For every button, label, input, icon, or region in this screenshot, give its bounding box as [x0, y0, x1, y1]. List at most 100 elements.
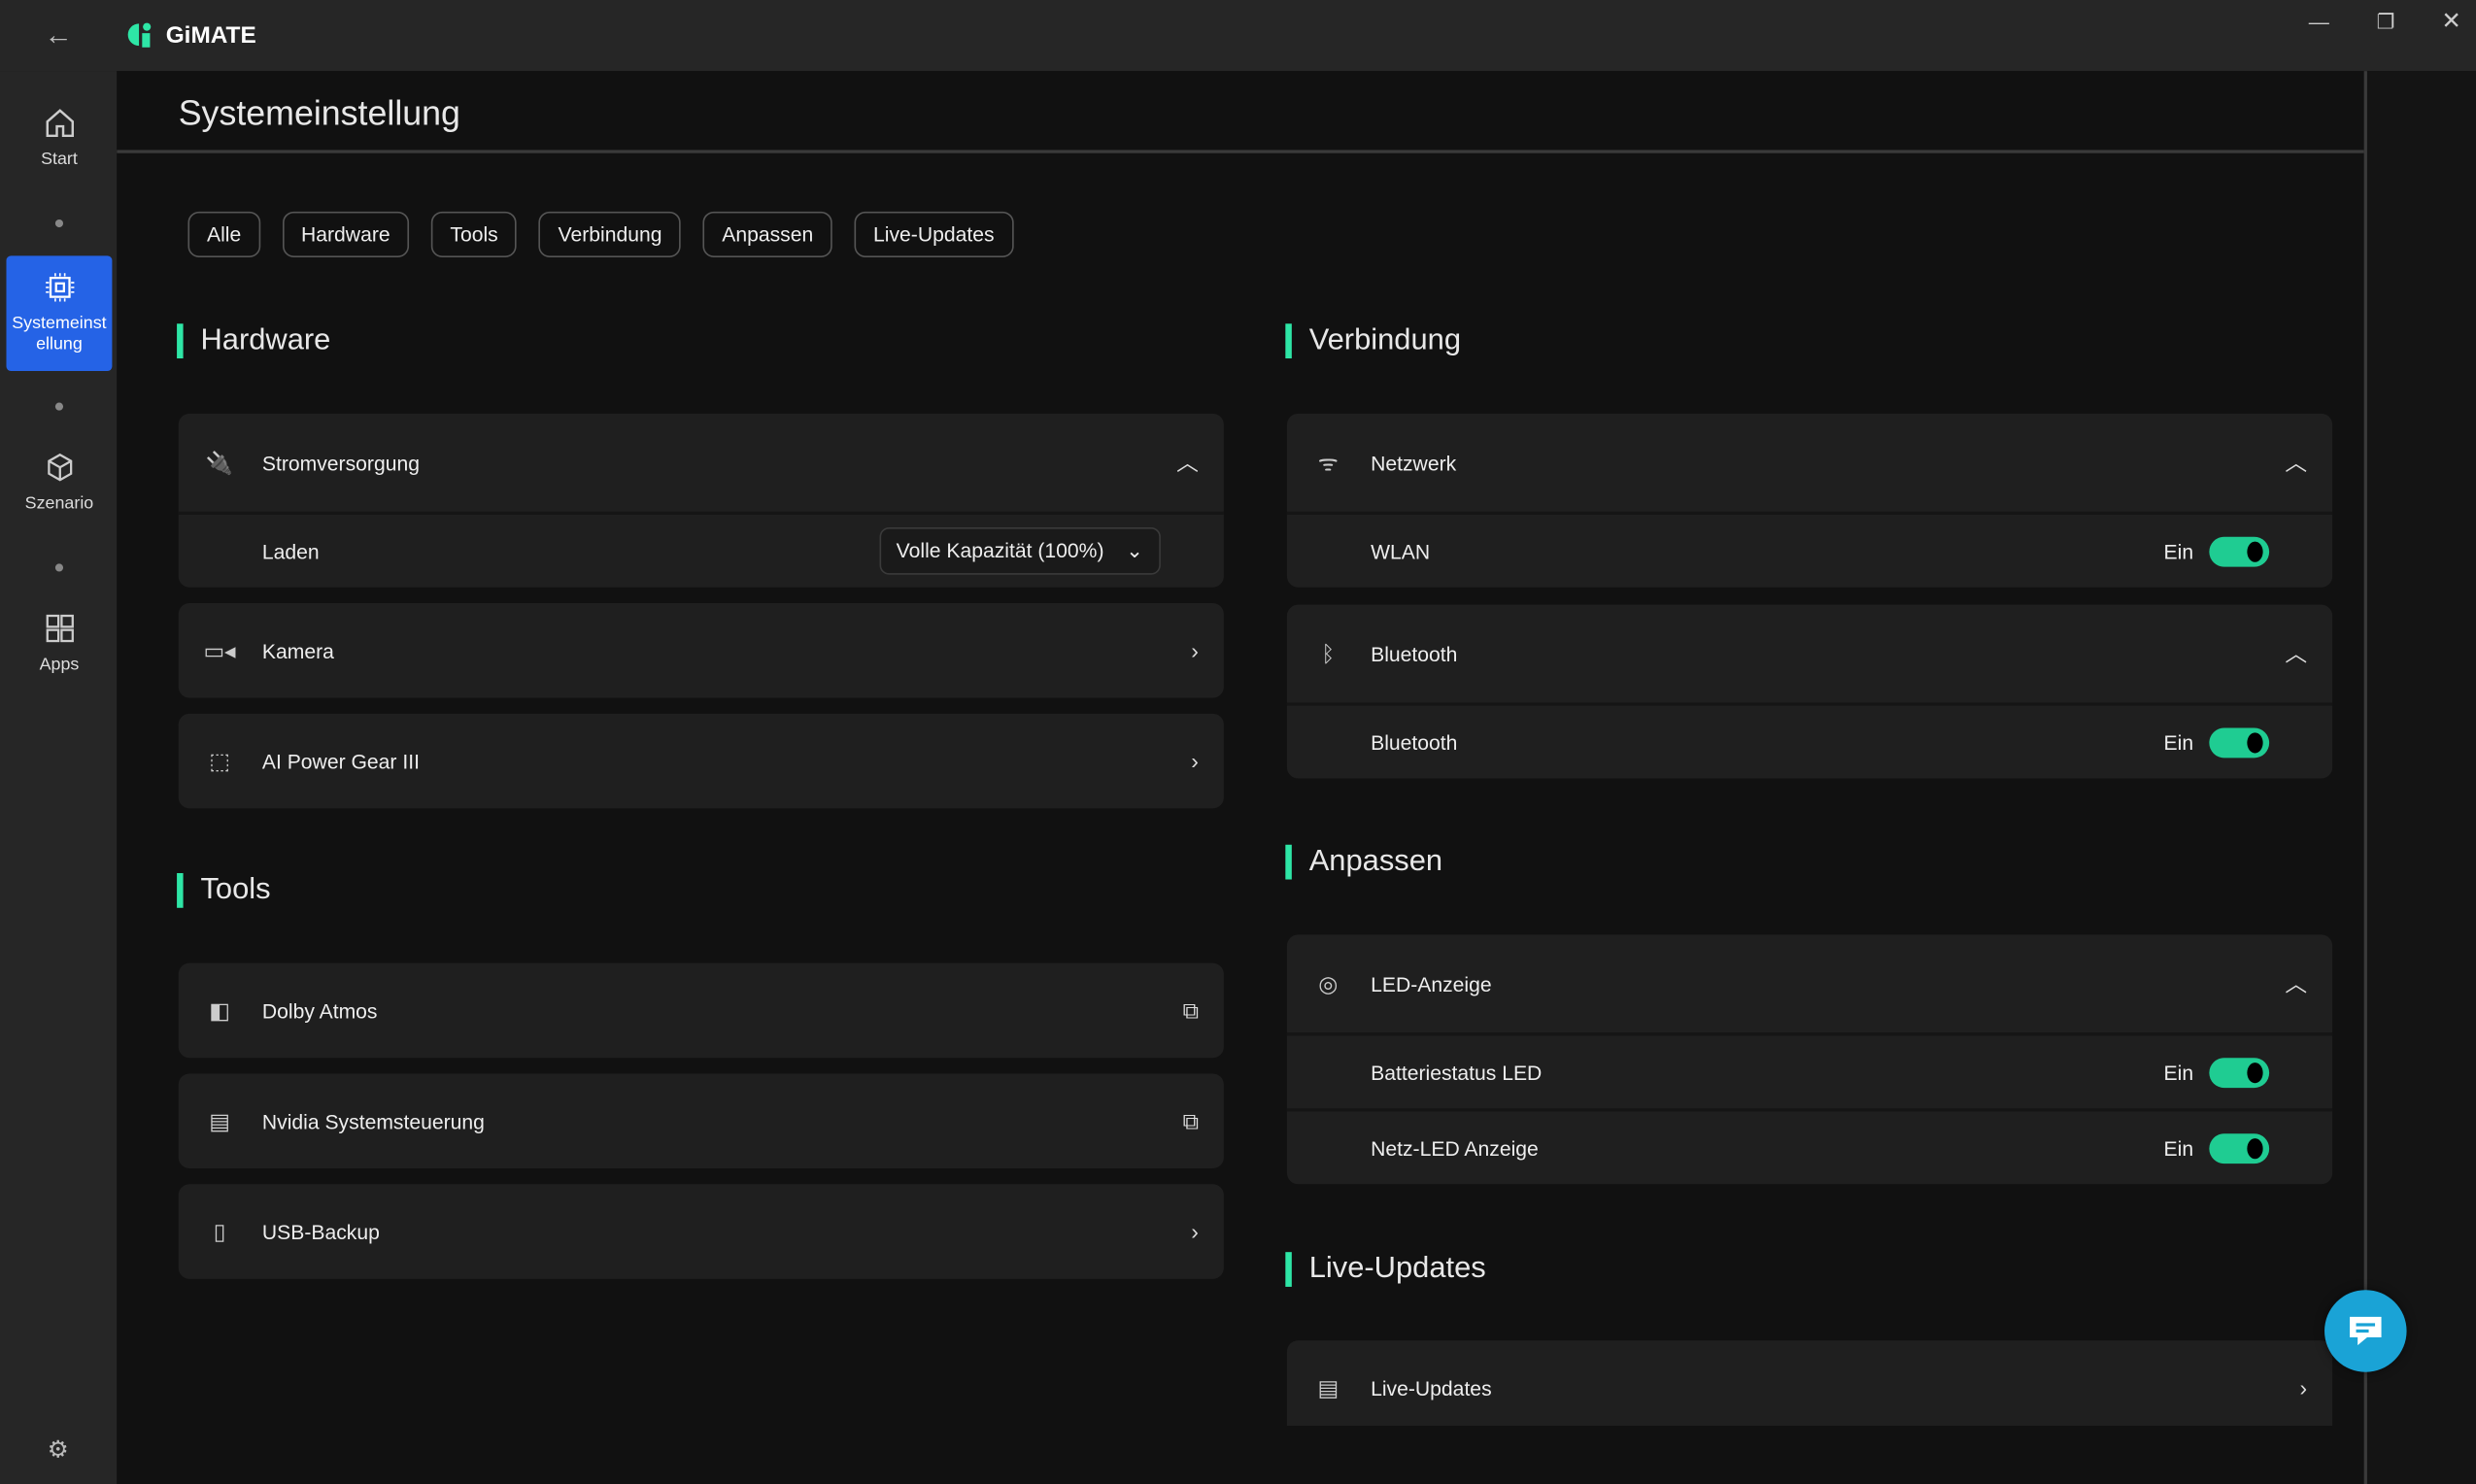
chip-icon	[45, 273, 74, 302]
usb-card[interactable]: ▯ USB-Backup ›	[178, 1184, 1224, 1279]
row-label: AI Power Gear III	[261, 749, 420, 773]
row-label: Batteriestatus LED	[1371, 1060, 1543, 1085]
dolby-row[interactable]: ◧ Dolby Atmos ⧉	[179, 963, 1224, 1059]
gimate-logo-icon	[127, 22, 152, 48]
main-content: Systemeinstellung Alle Hardware Tools Ve…	[117, 71, 2366, 1484]
camera-card[interactable]: ▭◂ Kamera ›	[178, 603, 1224, 698]
home-icon	[45, 109, 74, 138]
row-label: Netz-LED Anzeige	[1371, 1135, 1539, 1161]
gpu-icon: ▤	[209, 1107, 230, 1133]
app-logo: GiMATE	[126, 20, 256, 49]
net-led-toggle[interactable]	[2209, 1132, 2270, 1164]
filter-verbindung[interactable]: Verbindung	[539, 211, 681, 257]
back-arrow-icon[interactable]: ←	[44, 18, 73, 51]
row-label: Netzwerk	[1371, 451, 1457, 475]
filter-alle[interactable]: Alle	[187, 211, 260, 257]
led-card: ◎ LED-Anzeige ︿ Batteriestatus LED Ein Net…	[1286, 934, 2333, 1185]
dolby-icon: ◧	[209, 996, 230, 1023]
row-label: Live-Updates	[1371, 1375, 1492, 1400]
sidebar-item-start[interactable]: Start	[7, 106, 113, 169]
separator-dot	[54, 563, 64, 572]
battery-led-toggle[interactable]	[2209, 1057, 2270, 1088]
live-updates-row[interactable]: ▤ Live-Updates ›	[1287, 1340, 2332, 1426]
sidebar-item-systemeinstellung[interactable]: Systemeinstellung	[6, 255, 113, 372]
minimize-icon[interactable]: —	[2308, 9, 2329, 34]
row-label: Bluetooth	[1371, 729, 1458, 755]
ai-row[interactable]: ⬚ AI Power Gear III ›	[179, 714, 1224, 809]
live-updates-card[interactable]: ▤ Live-Updates ›	[1286, 1340, 2333, 1427]
filter-chips: Alle Hardware Tools Verbindung Anpassen …	[187, 211, 1014, 257]
ai-card[interactable]: ⬚ AI Power Gear III ›	[178, 713, 1224, 809]
row-label: LED-Anzeige	[1371, 971, 1492, 996]
sidebar: Start Systemeinstellung Szenario Apps ⚙	[0, 71, 118, 1484]
power-card: 🔌 Stromversorgung ︿ Laden Volle Kapazität …	[178, 413, 1224, 588]
usb-row[interactable]: ▯ USB-Backup ›	[179, 1184, 1224, 1279]
net-led-row: Netz-LED Anzeige Ein	[1286, 1108, 2333, 1184]
lightbulb-icon: ◎	[1318, 969, 1339, 996]
row-label: Laden	[261, 539, 320, 563]
filter-anpassen[interactable]: Anpassen	[702, 211, 832, 257]
filter-live-updates[interactable]: Live-Updates	[854, 211, 1014, 257]
row-label: Kamera	[261, 638, 334, 662]
settings-gear-icon[interactable]: ⚙	[47, 1436, 69, 1465]
section-hardware: Hardware	[177, 323, 330, 359]
toggle-state: Ein	[2163, 729, 2194, 755]
toggle-state: Ein	[2163, 1135, 2194, 1161]
charge-mode-dropdown[interactable]: Volle Kapazität (100%) ⌄	[878, 526, 1161, 575]
row-label: USB-Backup	[261, 1219, 380, 1244]
dropdown-value: Volle Kapazität (100%)	[896, 538, 1104, 562]
bluetooth-card: ᛒ Bluetooth ︿ Bluetooth Ein	[1286, 604, 2333, 779]
nvidia-row[interactable]: ▤ Nvidia Systemsteuerung ⧉	[179, 1073, 1224, 1168]
divider	[117, 150, 2364, 153]
sidebar-label: Systemeinstellung	[12, 314, 107, 354]
section-live-updates: Live-Updates	[1285, 1252, 1486, 1287]
title-bar: ← GiMATE — ❐ ✕	[0, 0, 2476, 72]
bluetooth-header[interactable]: ᛒ Bluetooth ︿	[1287, 605, 2332, 703]
chevron-right-icon: ›	[1191, 1219, 1199, 1245]
filter-tools[interactable]: Tools	[430, 211, 518, 257]
section-verbindung: Verbindung	[1285, 323, 1461, 359]
dolby-card[interactable]: ◧ Dolby Atmos ⧉	[178, 962, 1224, 1059]
toggle-state: Ein	[2163, 539, 2194, 563]
chevron-right-icon: ›	[1191, 748, 1199, 774]
external-link-icon: ⧉	[1182, 1107, 1199, 1133]
row-label: Dolby Atmos	[261, 998, 378, 1023]
row-label: Stromversorgung	[261, 451, 420, 475]
chevron-right-icon: ›	[2299, 1374, 2308, 1400]
chevron-up-icon[interactable]: ︿	[2285, 970, 2308, 996]
chat-support-button[interactable]	[2324, 1290, 2407, 1372]
battery-led-row: Batteriestatus LED Ein	[1286, 1032, 2333, 1108]
camera-row[interactable]: ▭◂ Kamera ›	[179, 603, 1224, 698]
chevron-up-icon[interactable]: ︿	[1176, 450, 1199, 476]
external-link-icon: ⧉	[1182, 996, 1199, 1023]
restore-icon[interactable]: ❐	[2376, 9, 2395, 34]
bluetooth-icon: ᛒ	[1321, 641, 1336, 667]
right-panel	[2363, 71, 2476, 1484]
wlan-row: WLAN Ein	[1286, 511, 2333, 588]
chevron-right-icon: ›	[1191, 637, 1199, 663]
usb-drive-icon: ▯	[213, 1218, 226, 1244]
led-header[interactable]: ◎ LED-Anzeige ︿	[1287, 934, 2332, 1032]
network-header[interactable]: ᯤ Netzwerk ︿	[1287, 414, 2332, 512]
sidebar-label: Start	[41, 150, 78, 169]
chevron-up-icon[interactable]: ︿	[2285, 641, 2308, 667]
section-anpassen: Anpassen	[1285, 844, 1442, 880]
app-name: GiMATE	[165, 20, 256, 49]
sidebar-item-apps[interactable]: Apps	[7, 611, 113, 674]
sidebar-item-szenario[interactable]: Szenario	[7, 450, 113, 513]
row-label: Bluetooth	[1371, 641, 1458, 666]
bluetooth-toggle[interactable]	[2209, 726, 2270, 758]
filter-hardware[interactable]: Hardware	[282, 211, 410, 257]
charge-row: Laden Volle Kapazität (100%) ⌄	[178, 511, 1224, 588]
chevron-up-icon[interactable]: ︿	[2285, 450, 2308, 476]
power-header[interactable]: 🔌 Stromversorgung ︿	[179, 414, 1224, 512]
network-card: ᯤ Netzwerk ︿ WLAN Ein	[1286, 413, 2333, 588]
battery-plug-icon: 🔌	[205, 449, 234, 475]
close-icon[interactable]: ✕	[2441, 8, 2461, 35]
sidebar-label: Szenario	[24, 493, 94, 514]
grid-icon	[45, 614, 74, 643]
row-label: WLAN	[1371, 539, 1431, 563]
nvidia-card[interactable]: ▤ Nvidia Systemsteuerung ⧉	[178, 1073, 1224, 1169]
wlan-toggle[interactable]	[2209, 535, 2270, 566]
separator-dot	[54, 219, 64, 228]
